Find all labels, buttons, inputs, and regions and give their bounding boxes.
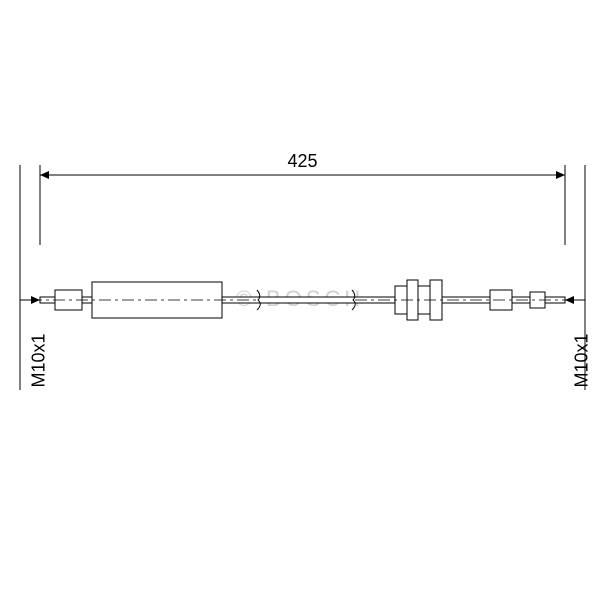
thread-label-right: M10x1 bbox=[572, 333, 593, 387]
technical-drawing: © BOSCH425 bbox=[0, 0, 600, 600]
arrowhead bbox=[556, 171, 565, 179]
dimension-value: 425 bbox=[287, 151, 317, 171]
arrowhead bbox=[565, 296, 574, 304]
thread-label-left: M10x1 bbox=[29, 333, 50, 387]
arrowhead bbox=[31, 296, 40, 304]
arrowhead bbox=[40, 171, 49, 179]
